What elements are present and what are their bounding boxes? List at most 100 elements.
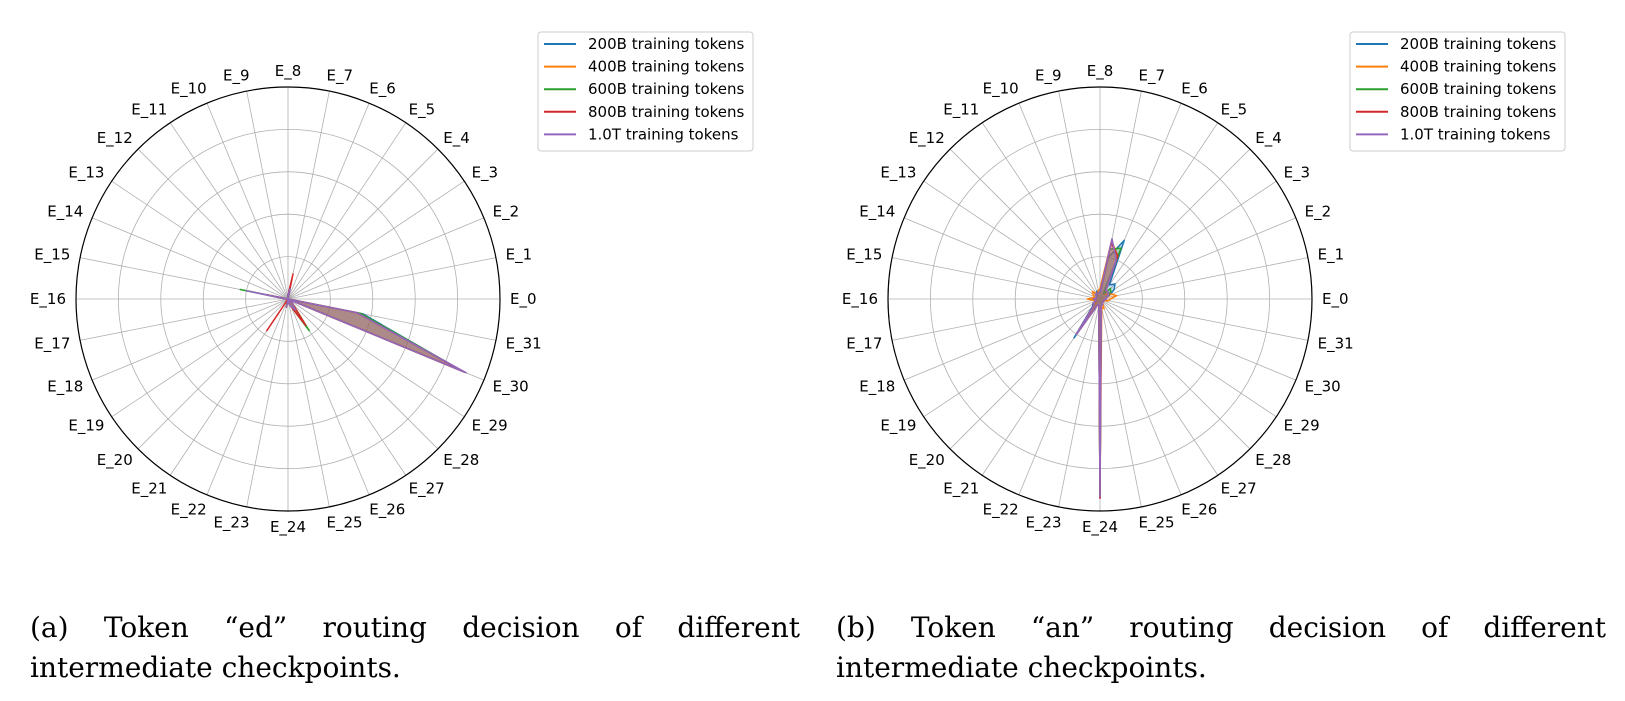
legend-label: 400B training tokens: [1400, 58, 1557, 76]
angle-tick-label: E_14: [47, 203, 83, 222]
grid-spoke: [287, 122, 407, 300]
angle-tick-label: E_21: [131, 480, 167, 499]
angle-tick-label: E_3: [472, 163, 499, 182]
angle-tick-label: E_21: [943, 480, 979, 499]
angle-tick-label: E_29: [472, 417, 508, 436]
grid-spoke: [91, 217, 289, 300]
grid-spoke: [287, 257, 497, 300]
legend-label: 600B training tokens: [1400, 80, 1557, 98]
angle-tick-label: E_10: [171, 79, 207, 98]
angle-tick-label: E_8: [275, 62, 302, 81]
legend-label: 800B training tokens: [588, 103, 745, 121]
angle-tick-label: E_12: [909, 129, 945, 148]
angle-tick-label: E_1: [1318, 246, 1345, 265]
legend-label: 400B training tokens: [588, 58, 745, 76]
angle-tick-label: E_31: [506, 334, 542, 353]
angle-tick-label: E_4: [443, 129, 470, 148]
angle-tick-label: E_20: [909, 451, 945, 470]
angle-tick-label: E_6: [369, 79, 396, 98]
angle-tick-label: E_14: [859, 203, 895, 222]
angle-tick-label: E_16: [30, 290, 66, 309]
grid-spoke: [1099, 298, 1219, 476]
grid-spoke: [903, 298, 1101, 381]
angle-tick-label: E_4: [1255, 129, 1282, 148]
grid-spoke: [287, 90, 330, 300]
grid-spoke: [287, 217, 485, 300]
grid-spoke: [1099, 298, 1251, 450]
polar-frame: [887, 86, 1313, 512]
polar-frame: [75, 86, 501, 512]
angle-tick-label: E_0: [510, 290, 537, 309]
grid-spoke: [1099, 257, 1309, 300]
grid-spoke: [949, 148, 1101, 300]
grid-spoke: [1099, 122, 1219, 300]
legend: 200B training tokens 400B training tokens…: [1349, 31, 1566, 152]
caption-a: (a) Token “ed” routing decision of diffe…: [30, 611, 800, 684]
angle-tick-label: E_17: [846, 334, 882, 353]
grid-spoke: [1058, 298, 1101, 508]
grid-spoke: [923, 298, 1101, 418]
angle-tick-label: E_23: [213, 514, 249, 533]
legend-label: 600B training tokens: [588, 80, 745, 98]
legend-label: 1.0T training tokens: [1400, 125, 1551, 143]
grid-spoke: [287, 102, 370, 300]
angle-tick-label: E_3: [1284, 163, 1311, 182]
grid-spoke: [246, 90, 289, 300]
grid-spoke: [137, 148, 289, 300]
angle-tick-label: E_30: [493, 377, 529, 396]
grid-spoke: [287, 148, 439, 300]
angle-tick-label: E_10: [983, 79, 1019, 98]
legend: 200B training tokens 400B training tokens…: [537, 31, 754, 152]
grid-spoke: [287, 298, 439, 450]
angle-tick-label: E_17: [34, 334, 70, 353]
angle-tick-label: E_6: [1181, 79, 1208, 98]
angle-tick-label: E_19: [68, 417, 104, 436]
angle-tick-label: E_22: [983, 501, 1019, 520]
grid-spoke: [79, 298, 289, 341]
angle-tick-label: E_24: [1082, 518, 1118, 537]
angle-tick-label: E_23: [1025, 514, 1061, 533]
angle-tick-label: E_0: [1322, 290, 1349, 309]
grid-spoke: [891, 257, 1101, 300]
angle-tick-label: E_25: [326, 514, 362, 533]
grid-spoke: [1099, 298, 1309, 341]
angle-tick-label: E_11: [131, 100, 167, 119]
angle-tick-label: E_16: [842, 290, 878, 309]
series-3-polygon: [239, 287, 466, 373]
figure-b: E_0 E_1 E_2 E_3 E_4 E_5 E_6 E_7 E_8 E_9 E_10 E_11 E_…: [812, 0, 1624, 701]
grid-spoke: [1099, 298, 1297, 381]
angle-tick-label: E_30: [1305, 377, 1341, 396]
angle-tick-label: E_18: [859, 377, 895, 396]
angle-tick-label: E_26: [1181, 501, 1217, 520]
angle-tick-label: E_8: [1087, 62, 1114, 81]
angle-tick-label: E_28: [443, 451, 479, 470]
grid-spoke: [903, 217, 1101, 300]
angle-tick-label: E_2: [1305, 203, 1332, 222]
grid-spoke: [111, 180, 289, 300]
angle-tick-label: E_25: [1138, 514, 1174, 533]
grid-spoke: [287, 298, 370, 496]
grid-spoke: [287, 180, 465, 300]
grid-spoke: [981, 122, 1101, 300]
angle-tick-label: E_7: [326, 66, 353, 85]
angle-tick-label: E_24: [270, 518, 306, 537]
figure-a: E_0 E_1 E_2 E_3 E_4 E_5 E_6 E_7 E_8 E_9 E_10 E_11 E_…: [0, 0, 812, 701]
angle-tick-label: E_15: [34, 246, 70, 265]
grid-spoke: [1018, 102, 1101, 300]
radar-chart-a: E_0 E_1 E_2 E_3E_4 E_5 E_6 E_7 E_8 E_9 E_10E_11 E_…: [30, 31, 754, 537]
angle-tick-label: E_31: [1318, 334, 1354, 353]
grid-spoke: [1058, 90, 1101, 300]
angle-tick-label: E_20: [97, 451, 133, 470]
legend-label: 1.0T training tokens: [588, 125, 739, 143]
legend-frame: [537, 31, 754, 152]
legend-label: 200B training tokens: [1400, 35, 1557, 53]
angle-tick-label: E_22: [171, 501, 207, 520]
legend-label: 200B training tokens: [588, 35, 745, 53]
angle-tick-label: E_7: [1138, 66, 1165, 85]
caption-b: (b) Token “an” routing decision of diffe…: [836, 611, 1606, 684]
angle-tick-label: E_19: [880, 417, 916, 436]
grid-spoke: [1099, 180, 1277, 300]
angle-tick-label: E_27: [1221, 480, 1257, 499]
grid-spoke: [1099, 298, 1277, 418]
grid-spoke: [891, 298, 1101, 341]
